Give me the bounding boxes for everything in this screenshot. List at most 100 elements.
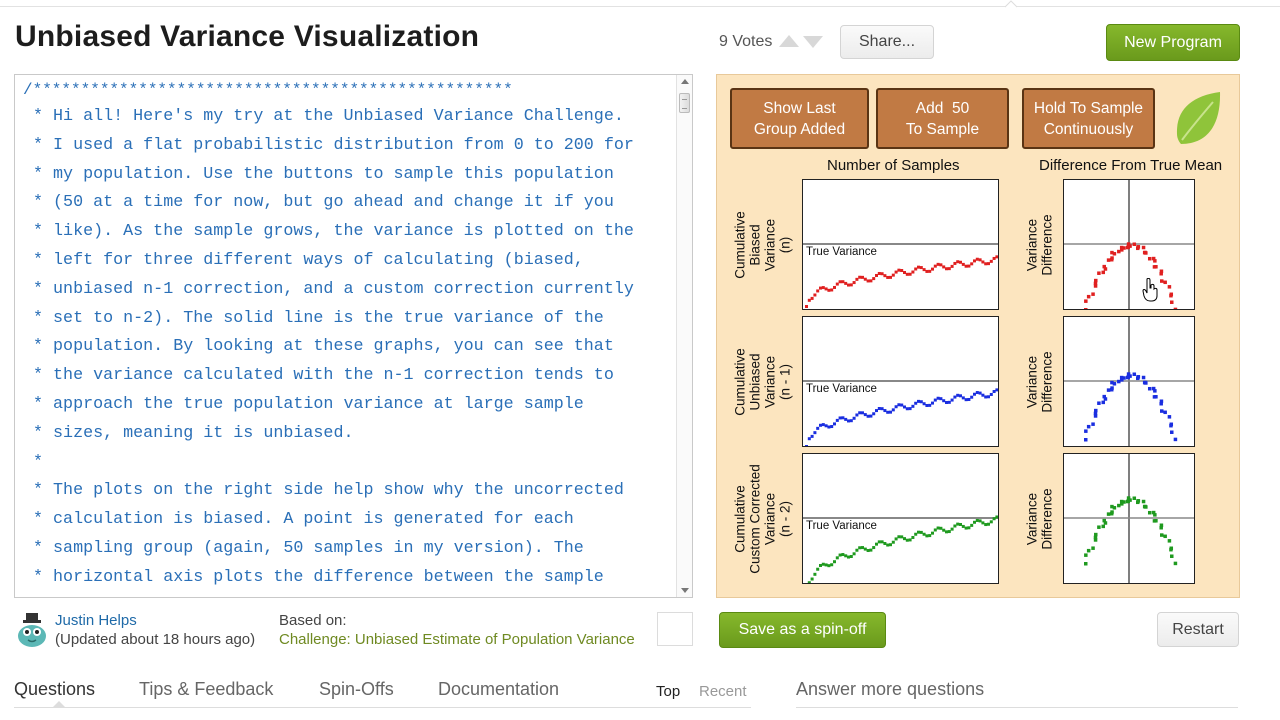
difference-point <box>1102 264 1106 269</box>
variance-point <box>922 402 926 406</box>
variance-point <box>919 400 923 404</box>
code-line[interactable]: * calculation is biased. A point is gene… <box>23 510 574 530</box>
variance-point <box>819 286 822 290</box>
variance-point <box>973 259 976 263</box>
variance-point <box>914 267 918 271</box>
code-line[interactable]: * horizontal axis plots the difference b… <box>23 567 604 587</box>
variance-point <box>939 397 943 401</box>
add-50-button[interactable]: Add 50 To Sample <box>876 88 1009 149</box>
code-line[interactable]: * like). As the sample grows, the varian… <box>23 222 634 242</box>
sort-top[interactable]: Top <box>656 683 681 700</box>
variance-point <box>844 281 848 285</box>
code-line[interactable]: * The plots on the right side help show … <box>23 481 624 501</box>
code-line[interactable]: * Hi all! Here's my try at the Unbiased … <box>23 107 624 126</box>
variance-point <box>841 280 845 284</box>
code-content[interactable]: /***************************************… <box>23 78 673 593</box>
variance-point <box>847 555 850 559</box>
difference-point <box>1126 245 1130 249</box>
tab-tips-feedback[interactable]: Tips & Feedback <box>139 679 274 699</box>
code-line[interactable]: * my population. Use the buttons to samp… <box>23 164 614 184</box>
row-label-line: (n) <box>777 236 792 253</box>
tab-documentation[interactable]: Documentation <box>438 679 560 699</box>
based-on-link[interactable]: Challenge: Unbiased Estimate of Populati… <box>279 631 635 648</box>
scroll-down-icon[interactable] <box>681 588 689 593</box>
variance-point <box>998 516 999 519</box>
variance-point <box>970 262 974 266</box>
tab-questions[interactable]: Questions <box>14 679 96 699</box>
downvote-icon[interactable] <box>803 36 823 48</box>
code-line[interactable]: * sizes, meaning it is unbiased. <box>23 423 354 443</box>
difference-point <box>1163 280 1167 285</box>
code-line[interactable]: * I used a flat probabilistic distributi… <box>23 135 634 155</box>
difference-point <box>1119 375 1124 380</box>
true-variance-line <box>803 243 998 245</box>
variance-point <box>855 277 859 281</box>
code-line[interactable]: * unbiased n-1 correction, and a custom … <box>23 279 634 299</box>
variance-point <box>903 271 906 275</box>
share-button[interactable]: Share... <box>840 25 934 59</box>
restart-button[interactable]: Restart <box>1157 612 1239 647</box>
difference-point <box>1110 504 1114 509</box>
variance-point <box>889 543 892 547</box>
code-line[interactable]: * (50 at a time for now, but go ahead an… <box>23 193 614 213</box>
code-line[interactable]: * population. By looking at these graphs… <box>23 337 614 357</box>
difference-point <box>1084 562 1088 566</box>
variance-point <box>919 266 923 270</box>
difference-point <box>1112 252 1117 256</box>
variance-point <box>861 411 864 415</box>
difference-point <box>1094 278 1098 283</box>
variance-point <box>933 528 937 532</box>
variance-point <box>989 259 993 263</box>
variance-point <box>953 261 957 265</box>
variance-point <box>827 564 831 568</box>
variance-point <box>978 258 982 262</box>
variance-point <box>813 572 817 576</box>
show-last-group-button[interactable]: Show Last Group Added <box>730 88 869 149</box>
code-line[interactable]: * set to n-2). The solid line is the tru… <box>23 308 604 328</box>
hold-to-sample-button[interactable]: Hold To Sample Continuously <box>1022 88 1155 149</box>
code-line[interactable]: /***************************************… <box>23 81 513 99</box>
code-line[interactable]: * sampling group (again, 50 samples in m… <box>23 538 584 558</box>
scroll-thumb[interactable] <box>679 93 690 113</box>
difference-point <box>1117 503 1121 508</box>
difference-points <box>1064 317 1194 446</box>
difference-point <box>1106 258 1111 262</box>
variance-point <box>998 389 999 392</box>
code-editor[interactable]: /***************************************… <box>14 74 693 598</box>
tab-spin-offs[interactable]: Spin-Offs <box>319 679 394 699</box>
upvote-icon[interactable] <box>779 35 799 47</box>
variance-point <box>810 577 814 581</box>
code-line[interactable]: * <box>23 452 44 472</box>
answer-more-questions[interactable]: Answer more questions <box>796 679 985 699</box>
program-canvas[interactable]: Show Last Group Added Add 50 To Sample Hol… <box>716 74 1240 598</box>
code-line[interactable]: * approach the true population variance … <box>23 394 584 414</box>
variance-point <box>900 535 904 539</box>
author-name-link[interactable]: Justin Helps <box>55 612 137 629</box>
difference-point <box>1122 376 1126 380</box>
variance-point <box>838 416 842 420</box>
row-label-line: Cumulative <box>732 347 747 416</box>
variance-point <box>956 393 960 397</box>
scroll-up-icon[interactable] <box>681 79 689 84</box>
variance-point <box>942 528 946 532</box>
program-thumbnail[interactable] <box>657 612 693 646</box>
row-label: Cumulative Biased Variance (n) <box>732 179 792 310</box>
save-spinoff-button[interactable]: Save as a spin-off <box>719 612 886 648</box>
avatar[interactable] <box>14 612 50 648</box>
variance-point <box>877 540 881 544</box>
variance-point <box>964 526 968 530</box>
variance-point <box>849 419 853 423</box>
variance-point <box>945 400 948 404</box>
variance-point <box>863 547 867 551</box>
variance-point <box>978 391 982 395</box>
sort-recent[interactable]: Recent <box>699 683 747 700</box>
right-label-line: Difference <box>1039 487 1054 550</box>
difference-point <box>1144 381 1148 385</box>
difference-point <box>1147 510 1152 515</box>
editor-scrollbar[interactable] <box>676 75 692 597</box>
variance-point <box>816 567 820 571</box>
new-program-button[interactable]: New Program <box>1106 24 1240 61</box>
variance-point <box>925 404 929 408</box>
code-line[interactable]: * the variance calculated with the n-1 c… <box>23 366 614 386</box>
code-line[interactable]: * left for three different ways of calcu… <box>23 250 584 270</box>
